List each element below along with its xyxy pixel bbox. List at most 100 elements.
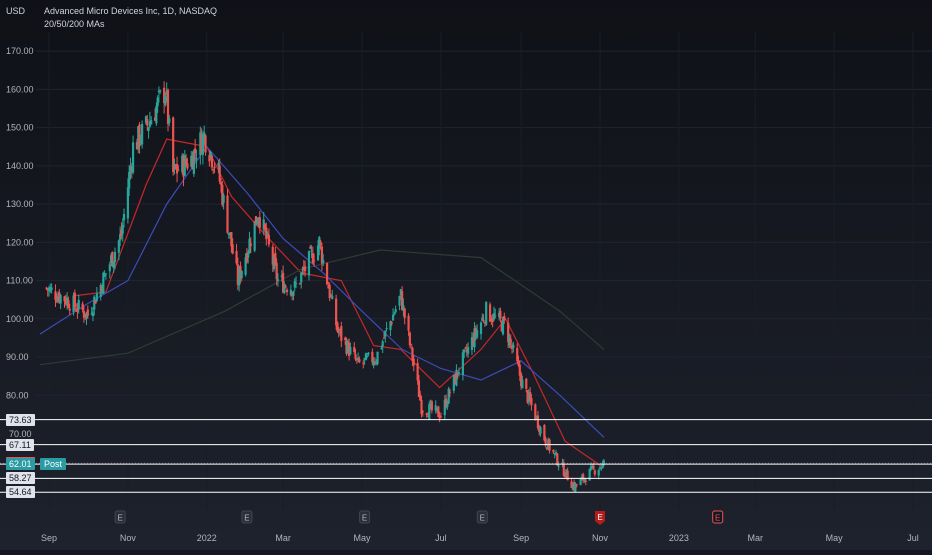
candle-body [510, 345, 514, 349]
candle-body [490, 318, 493, 322]
x-tick-label: May [354, 533, 372, 543]
x-tick-label: Jul [435, 533, 447, 543]
candle-body [518, 364, 521, 376]
candle-body [455, 369, 458, 386]
candle-body [472, 337, 475, 346]
candle-body [535, 416, 538, 419]
candle-body [390, 322, 393, 324]
candle-body [254, 216, 258, 226]
candle-body [131, 142, 135, 173]
x-tick-label: Nov [592, 533, 609, 543]
earnings-badge [712, 510, 724, 524]
candle-body [483, 322, 486, 324]
candle-body [421, 411, 424, 413]
candle-body [201, 133, 205, 155]
candle-body [199, 132, 202, 156]
candle-body [403, 308, 406, 318]
earnings-marker[interactable]: E [595, 511, 605, 525]
candle-body [274, 252, 277, 265]
candle-body [119, 234, 122, 241]
y-tick-label: 170.00 [6, 46, 34, 56]
candle-body [49, 287, 52, 292]
candle-body [231, 244, 234, 254]
candle-body [177, 169, 180, 171]
candle-body [582, 474, 585, 481]
candle-body [583, 478, 586, 482]
earnings-marker[interactable]: E [114, 510, 126, 524]
candle-body [411, 347, 414, 361]
price-axis-badge: 67.11 [6, 438, 34, 451]
candle-body [67, 299, 70, 308]
candle-body [117, 240, 120, 253]
candle-body [536, 415, 540, 429]
candle-body [527, 392, 530, 402]
candle-body [102, 272, 105, 295]
candle-body [153, 117, 157, 121]
candle-body [195, 158, 198, 160]
y-tick-label: 140.00 [6, 161, 34, 171]
candle-body [120, 229, 123, 236]
candle-body [186, 163, 189, 169]
earnings-marker[interactable]: E [359, 510, 371, 524]
candle-body [566, 470, 569, 481]
candle-body [565, 469, 568, 476]
candle-body [499, 310, 502, 319]
candle-body [172, 117, 175, 172]
candle-body [227, 233, 230, 235]
candle-body [302, 266, 305, 270]
y-tick-label: 160.00 [6, 84, 34, 94]
candle-body [103, 273, 106, 277]
candle-body [217, 163, 220, 167]
candle-body [99, 285, 102, 297]
x-tick-label: Mar [747, 533, 763, 543]
candle-body [63, 296, 66, 302]
candle-body [109, 255, 113, 264]
candle-body [66, 297, 69, 306]
candle-body [375, 361, 378, 364]
candle-body [54, 291, 57, 300]
candle-body [521, 379, 524, 389]
candle-body [86, 309, 89, 316]
indicator-label[interactable]: 20/50/200 MAs [44, 19, 105, 29]
candle-body [600, 467, 603, 469]
candle-body [121, 224, 124, 234]
candle-body [141, 123, 144, 145]
earnings-marker[interactable]: E [476, 510, 488, 524]
earnings-marker[interactable]: E [712, 510, 724, 524]
price-axis-badge: 58.27 [6, 472, 35, 485]
candle-body [474, 328, 477, 335]
candle-body [554, 452, 558, 455]
earnings-label: E [480, 514, 485, 523]
candle-body [183, 155, 186, 176]
candle-body [338, 329, 342, 331]
candle-body [265, 227, 268, 240]
candle-body [373, 361, 377, 363]
candle-body [520, 373, 523, 387]
y-tick-label: 90.00 [6, 352, 29, 362]
candle-body [407, 315, 410, 331]
candle-body [285, 289, 289, 292]
earnings-marker[interactable]: E [241, 510, 253, 524]
candle-body [122, 214, 126, 221]
candle-body [434, 405, 437, 411]
candle-body [556, 453, 559, 466]
candle-body [175, 163, 179, 174]
candle-body [452, 375, 455, 391]
candle-body [429, 403, 432, 405]
candle-body [543, 424, 546, 441]
candle-body [575, 484, 578, 486]
y-tick-label: 130.00 [6, 199, 34, 209]
candle-body [346, 341, 349, 354]
candle-body [461, 352, 464, 375]
candle-body [420, 399, 423, 415]
y-tick-label: 100.00 [6, 314, 34, 324]
candle-body [419, 394, 422, 401]
candle-body [81, 303, 84, 311]
candle-body [517, 360, 520, 366]
candle-body [130, 167, 133, 169]
candle-body [354, 354, 357, 360]
candle-body [218, 165, 221, 182]
candle-body [91, 312, 95, 317]
